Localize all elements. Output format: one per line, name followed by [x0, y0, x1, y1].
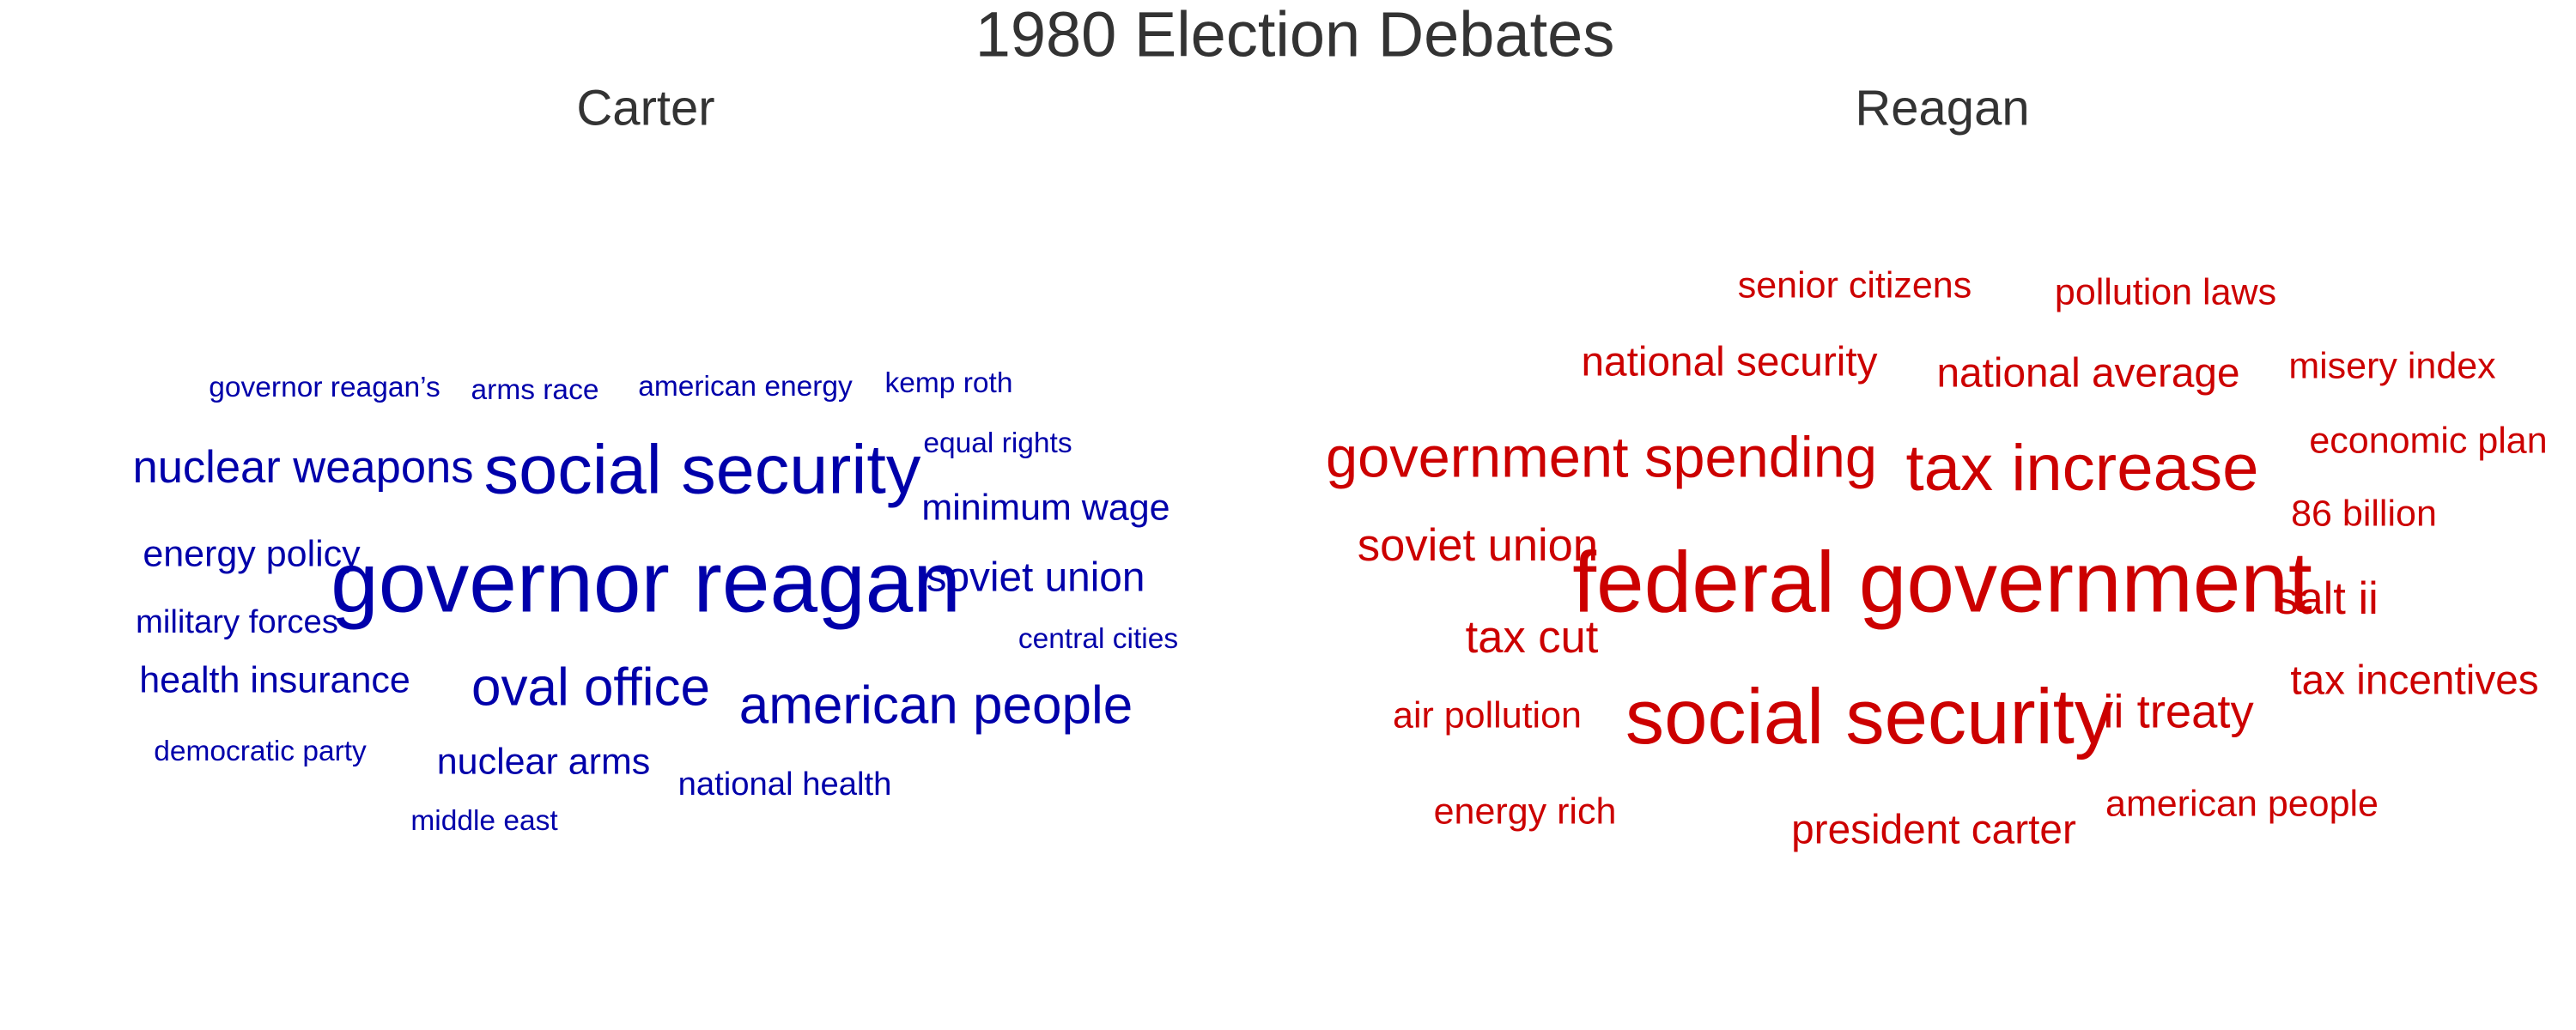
reagan-word-panel: senior citizens pollution laws national se… — [1326, 264, 2548, 852]
carter-word-national-health: national health — [678, 766, 892, 803]
reagan-word-government-spending: government spending — [1326, 427, 1877, 490]
carter-word-soviet-union: soviet union — [927, 555, 1145, 601]
carter-word-kemp-roth: kemp roth — [885, 367, 1013, 399]
carter-word-health-insurance: health insurance — [139, 659, 410, 700]
carter-word-oval-office: oval office — [471, 657, 710, 717]
reagan-word-federal-government: federal government — [1572, 534, 2312, 630]
reagan-word-misery-index: misery index — [2288, 345, 2496, 386]
reagan-word-tax-increase: tax increase — [1905, 432, 2258, 505]
reagan-word-senior-citizens: senior citizens — [1738, 264, 1971, 306]
carter-word-american-people: american people — [739, 676, 1133, 735]
carter-word-energy-policy: energy policy — [143, 533, 361, 574]
carter-word-nuclear-weapons: nuclear weapons — [133, 442, 474, 493]
reagan-word-soviet-union: soviet union — [1358, 520, 1598, 571]
reagan-word-86-billion: 86 billion — [2291, 493, 2437, 534]
reagan-word-energy-rich: energy rich — [1434, 791, 1617, 832]
reagan-word-tax-incentives: tax incentives — [2290, 658, 2538, 704]
carter-word-arms-race: arms race — [471, 374, 599, 406]
carter-word-nuclear-arms: nuclear arms — [437, 741, 651, 782]
carter-word-military-forces: military forces — [136, 603, 338, 640]
carter-word-minimum-wage: minimum wage — [921, 487, 1170, 528]
reagan-word-national-average: national average — [1936, 351, 2239, 397]
reagan-word-pollution-laws: pollution laws — [2055, 271, 2276, 312]
reagan-word-economic-plan: economic plan — [2309, 420, 2547, 461]
carter-word-panel: governor reagan’s arms race american energ… — [133, 367, 1179, 837]
reagan-word-president-carter: president carter — [1791, 808, 2076, 853]
panel-title-reagan: Reagan — [1855, 80, 2029, 136]
carter-word-equal-rights: equal rights — [923, 427, 1072, 459]
reagan-word-tax-cut: tax cut — [1466, 612, 1599, 663]
reagan-word-national-security: national security — [1581, 340, 1877, 385]
reagan-word-ii-treaty: ii treaty — [2103, 685, 2254, 737]
carter-word-democratic-party: democratic party — [154, 736, 367, 767]
carter-word-governor-reagan-s: governor reagan’s — [209, 372, 440, 403]
panel-title-carter: Carter — [576, 80, 714, 136]
reagan-word-american-people: american people — [2105, 783, 2379, 824]
reagan-word-social-security: social security — [1625, 674, 2114, 760]
reagan-word-air-pollution: air pollution — [1393, 694, 1582, 736]
carter-word-american-energy: american energy — [638, 371, 853, 403]
chart-title: 1980 Election Debates — [975, 0, 1615, 70]
carter-word-governor-reagan: governor reagan — [331, 534, 961, 630]
carter-word-social-security: social security — [484, 431, 921, 508]
carter-word-middle-east: middle east — [410, 805, 558, 837]
reagan-word-salt-ii: salt ii — [2275, 573, 2379, 624]
carter-word-central-cities: central cities — [1018, 623, 1178, 655]
